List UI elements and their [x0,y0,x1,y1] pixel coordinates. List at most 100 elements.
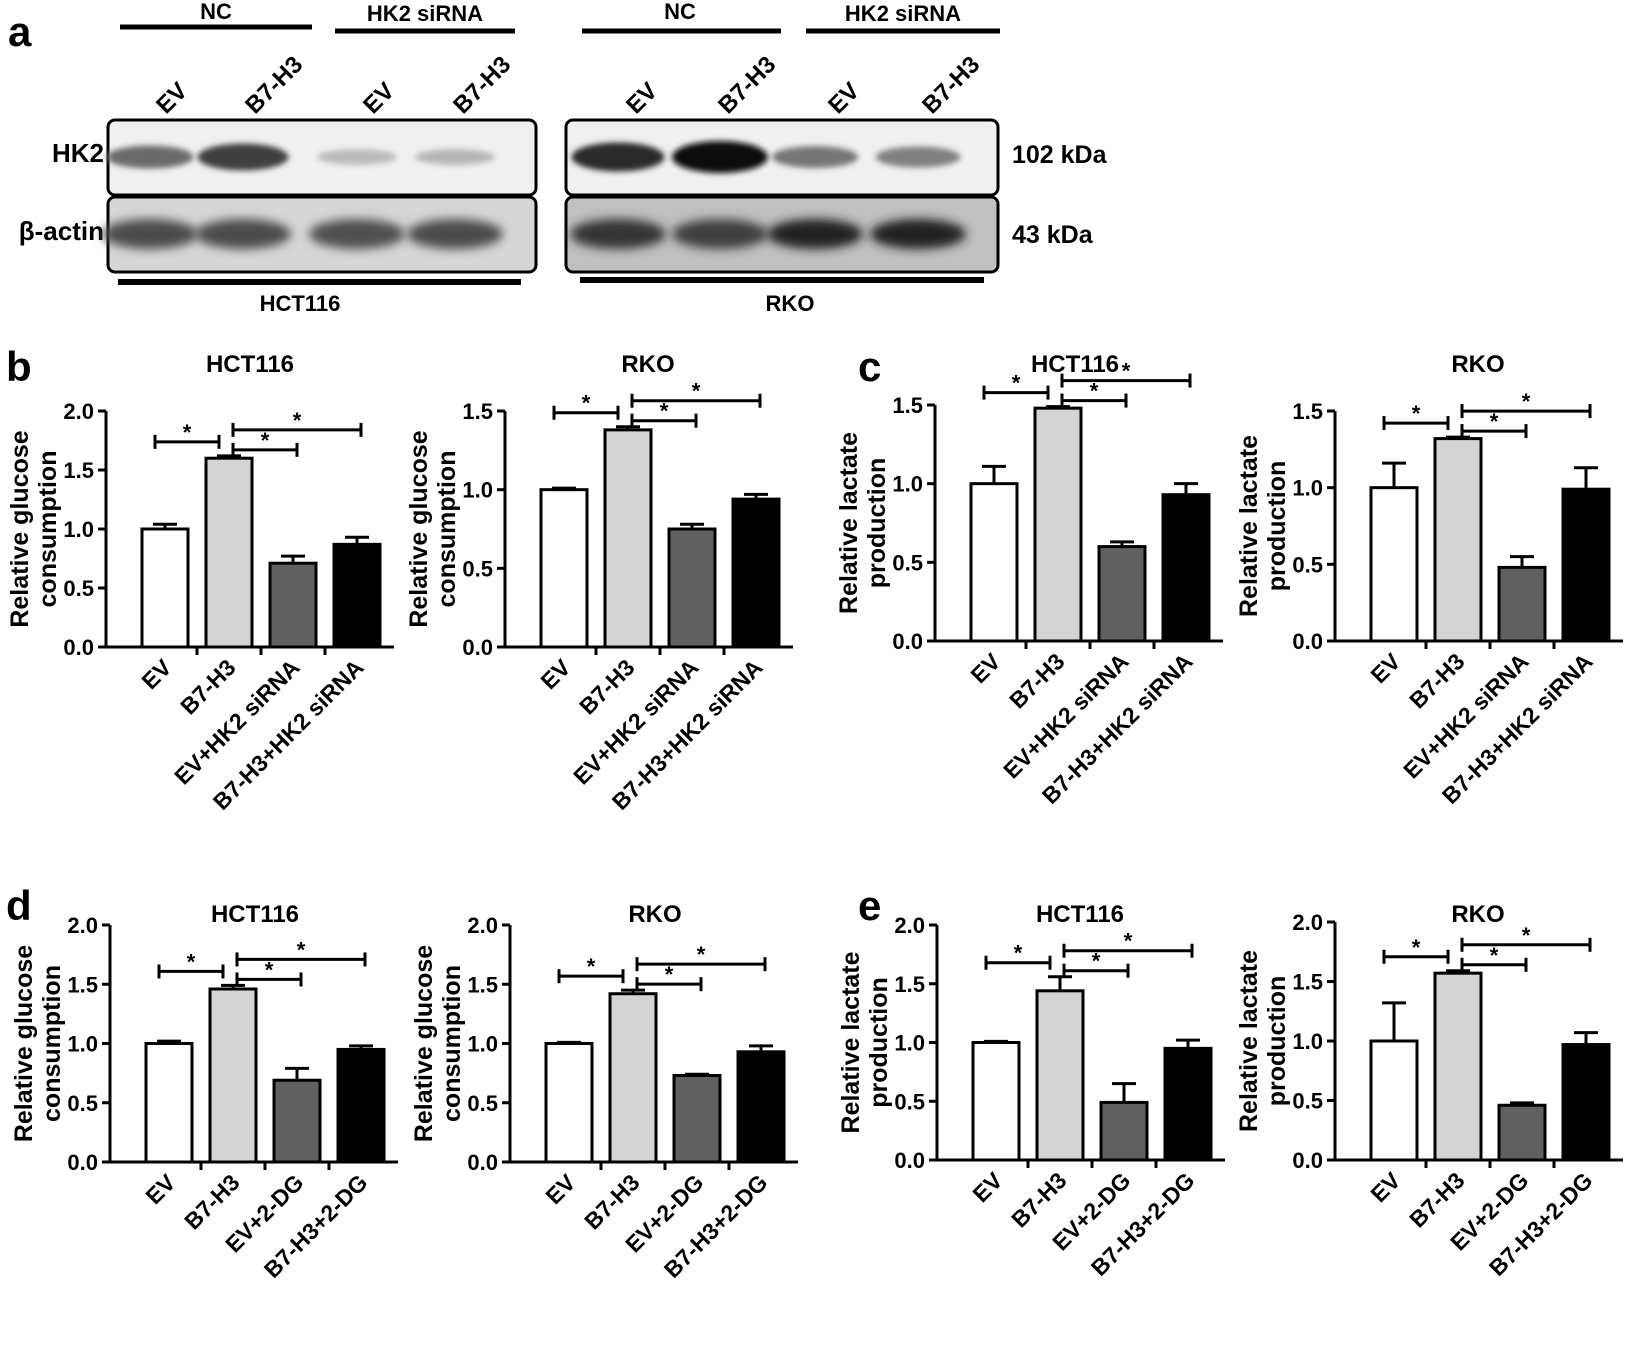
significance-star: * [293,408,302,433]
x-tick-label: EV [965,648,1006,689]
y-tick-label: 2.0 [1292,910,1323,935]
y-tick-label: 1.5 [462,399,493,424]
cell-line-label-rko: RKO [766,291,815,316]
bar [1433,971,1483,1162]
blot-band [195,219,291,249]
blot-band [106,145,194,169]
size-label-43: 43 kDa [1012,221,1094,249]
blot-band [309,219,405,249]
blot-band [870,219,966,249]
size-label-102: 102 kDa [1012,141,1108,169]
bar [1033,406,1083,643]
significance-star: * [187,949,196,974]
blot-band [415,149,495,165]
lane-label: EV [358,78,400,120]
y-tick-label: 0.5 [892,550,923,575]
bar [1433,437,1483,643]
chart-d-hct116: HCT116 Relative glucose consumption 0.0 0.5 1… [10,901,398,1283]
y-tick-label: 0.0 [1292,1148,1323,1173]
y-tick-label: 1.5 [63,458,94,483]
chart-e-hct116: HCT116 Relative lactate production 0.0 0.5 1.… [837,901,1225,1281]
significance-star: * [1122,359,1131,384]
y-tick-label: 1.0 [892,472,923,497]
nc-label-rko: NC [664,0,696,24]
y-tick-label: 0.5 [894,1089,925,1114]
panel-letter-a: a [8,8,32,55]
lane-label: EV [621,78,663,120]
bar [144,1042,194,1164]
y-tick-label: 0.5 [1292,1089,1323,1114]
bar [1369,486,1419,643]
lane-label: EV [823,78,865,120]
y-axis-label: consumption [34,451,62,608]
significance-star: * [587,954,596,979]
panel-a: a NC HK2 siRNA NC HK2 siRNA EV B7-H3 EV … [8,0,1108,316]
bar [1497,565,1547,643]
chart-title: HCT116 [1036,901,1124,928]
significance-star: * [1124,929,1133,954]
y-tick-label: 1.0 [467,1032,498,1057]
chart-d-rko: RKO Relative glucose consumption 0.0 0.5 1.0 1… [410,901,798,1283]
panel-letter-e: e [858,882,881,929]
chart-c-hct116: HCT116 Relative lactate production 0.0 0.5 1.… [835,351,1223,809]
chart-c-rko: RKO Relative lactate production 0.0 0.5 1.0 1.… [1235,351,1623,809]
y-tick-label: 1.0 [894,1031,925,1056]
row-label-beta-actin: β-actin [19,216,104,246]
bar [731,497,781,649]
lane-label: B7-H3 [917,51,985,119]
panel-letter-b: b [6,343,32,390]
bar [736,1050,786,1164]
bar [539,488,589,649]
y-axis-label: consumption [433,451,461,608]
y-tick-label: 1.0 [1292,1029,1323,1054]
y-axis-label: production [865,977,893,1108]
blot-band [571,142,665,172]
significance-star: * [665,962,674,987]
significance-star: * [1014,941,1023,966]
bar [969,482,1019,643]
significance-star: * [1490,943,1499,968]
y-tick-label: 0.5 [467,1091,498,1116]
significance-star: * [582,391,591,416]
blot-band [767,219,863,249]
significance-star: * [1092,949,1101,974]
y-axis-label: Relative lactate [835,432,863,614]
blot-band [102,219,198,249]
y-tick-label: 1.5 [892,393,923,418]
y-axis-label: Relative lactate [837,951,865,1133]
y-tick-label: 2.0 [63,399,94,424]
y-axis-label: production [863,458,891,589]
y-tick-label: 2.0 [894,913,925,938]
chart-e-rko: RKO Relative lactate production 0.0 0.5 1.0 1.… [1235,901,1623,1281]
lane-labels-rko: EV B7-H3 EV B7-H3 [621,51,985,119]
bar [1497,1103,1547,1162]
x-tick-label: EV [967,1167,1008,1208]
bar [1035,989,1085,1162]
significance-star: * [692,379,701,404]
y-tick-label: 0.0 [67,1150,98,1175]
nc-label-hct116: NC [200,0,232,24]
blot-band [197,143,289,171]
significance-star: * [1522,389,1531,414]
bar [1163,1046,1213,1162]
bar [1161,493,1211,643]
bar [1561,487,1611,643]
panel-letter-c: c [858,343,881,390]
significance-star: * [1090,379,1099,404]
lane-label: B7-H3 [240,51,308,119]
significance-star: * [297,937,306,962]
blot-band [875,146,961,168]
y-tick-label: 1.5 [467,972,498,997]
y-axis-label: Relative glucose [6,430,34,627]
blot-band [672,219,768,249]
chart-title: RKO [621,351,674,378]
significance-star: * [1012,371,1021,396]
lane-labels-hct116: EV B7-H3 EV B7-H3 [151,51,516,119]
bar [1369,1039,1419,1162]
y-tick-label: 0.0 [462,635,493,660]
y-tick-label: 0.5 [1292,552,1323,577]
chart-b-hct116: HCT116 Relative glucose consumption 0.0 0.5 1… [6,351,394,815]
y-tick-label: 1.0 [67,1032,98,1057]
y-tick-label: 0.0 [1292,629,1323,654]
